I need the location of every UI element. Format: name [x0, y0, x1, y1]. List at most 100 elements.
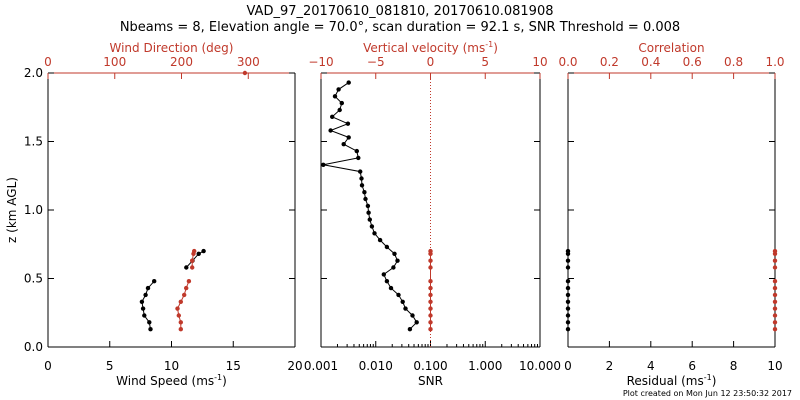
- data-point: [428, 279, 433, 284]
- data-point: [178, 327, 183, 332]
- data-point: [178, 320, 183, 325]
- data-point: [428, 292, 433, 298]
- data-point: [152, 279, 157, 284]
- data-point: [772, 292, 778, 298]
- top-tick-label: 0: [44, 55, 52, 69]
- x-tick-label: 10: [767, 359, 782, 373]
- data-point: [363, 196, 368, 202]
- data-point: [565, 279, 571, 284]
- top-tick-label: 1.0: [765, 55, 784, 69]
- data-point: [147, 320, 152, 325]
- data-point: [178, 299, 183, 304]
- data-point: [428, 327, 433, 332]
- x-tick-label: 6: [688, 359, 696, 373]
- data-point: [772, 285, 778, 291]
- data-point: [428, 320, 433, 325]
- x-axis-label: SNR: [418, 374, 443, 388]
- data-point: [140, 306, 146, 311]
- x-tick-label: 4: [647, 359, 655, 373]
- x-tick-label: 0: [44, 359, 52, 373]
- x-tick-label: 10.000: [519, 359, 561, 373]
- chart-subtitle: Nbeams = 8, Elevation angle = 70.0°, sca…: [119, 20, 681, 35]
- data-point: [396, 292, 401, 298]
- data-point: [565, 265, 571, 270]
- data-point: [358, 169, 363, 174]
- data-point: [184, 265, 189, 270]
- x-axis-label: Wind Speed (ms-1): [116, 373, 227, 388]
- data-point: [332, 94, 338, 99]
- data-point: [772, 279, 778, 284]
- data-point: [182, 292, 187, 298]
- data-point: [395, 258, 400, 263]
- top-axis-label: Wind Direction (deg): [110, 41, 234, 55]
- data-point: [139, 299, 145, 304]
- data-point: [565, 320, 571, 325]
- data-point: [336, 87, 341, 92]
- top-tick-label: 0: [427, 55, 435, 69]
- top-tick-label: 0.6: [683, 55, 702, 69]
- top-tick-label: 0.0: [558, 55, 577, 69]
- data-point: [330, 114, 335, 120]
- data-point: [345, 121, 351, 126]
- data-point: [145, 285, 151, 291]
- chart-title: VAD_97_20170610_081810, 20170610.081908: [246, 4, 554, 19]
- data-point: [428, 313, 433, 318]
- data-point: [377, 237, 383, 243]
- data-point: [565, 327, 571, 332]
- x-tick-label: 0.001: [304, 359, 338, 373]
- data-point: [354, 148, 359, 154]
- data-point: [407, 327, 413, 332]
- data-point: [428, 248, 433, 254]
- y-tick-label: 2.0: [24, 66, 43, 80]
- data-point: [190, 258, 195, 263]
- x-tick-label: 0.010: [359, 359, 393, 373]
- data-point: [772, 248, 778, 254]
- data-point: [414, 320, 419, 325]
- data-point: [410, 313, 415, 318]
- data-point: [346, 80, 351, 85]
- data-point: [143, 292, 148, 298]
- data-point: [772, 306, 778, 311]
- data-point: [372, 231, 377, 236]
- data-point: [384, 244, 390, 250]
- top-axis-label: Vertical velocity (ms-1): [363, 40, 498, 55]
- top-tick-label: 10: [532, 55, 547, 69]
- data-point: [366, 210, 371, 215]
- top-tick-label: 0.2: [600, 55, 619, 69]
- data-point: [565, 306, 571, 311]
- data-point: [192, 248, 197, 254]
- data-point: [341, 142, 346, 147]
- y-axis-label: z (km AGL): [5, 177, 19, 243]
- data-point: [176, 313, 181, 318]
- data-point: [388, 285, 394, 291]
- data-point: [356, 155, 361, 161]
- x-tick-label: 0: [564, 359, 572, 373]
- y-tick-label: 0.0: [24, 340, 43, 354]
- top-axis-label: Correlation: [638, 41, 704, 55]
- x-tick-label: 2: [606, 359, 614, 373]
- x-tick-label: 15: [226, 359, 241, 373]
- data-point: [346, 135, 351, 140]
- data-point: [403, 306, 408, 311]
- data-point: [362, 190, 367, 195]
- series-line-wind-speed: [185, 250, 204, 268]
- x-tick-label: 1.000: [468, 359, 502, 373]
- data-point: [392, 251, 397, 256]
- data-point: [321, 162, 326, 167]
- top-tick-label: −10: [308, 55, 333, 69]
- data-point: [367, 217, 372, 222]
- data-point: [772, 320, 778, 325]
- x-tick-label: 20: [287, 359, 302, 373]
- data-point: [772, 313, 778, 318]
- y-tick-label: 0.5: [24, 272, 43, 286]
- top-tick-label: 300: [237, 55, 260, 69]
- data-point: [565, 258, 571, 263]
- data-point: [190, 265, 195, 270]
- top-tick-label: 0.4: [641, 55, 660, 69]
- data-point: [565, 248, 571, 254]
- data-point: [772, 299, 778, 304]
- data-point: [359, 183, 365, 188]
- top-tick-label: 200: [170, 55, 193, 69]
- x-axis-label: Residual (ms-1): [627, 373, 717, 388]
